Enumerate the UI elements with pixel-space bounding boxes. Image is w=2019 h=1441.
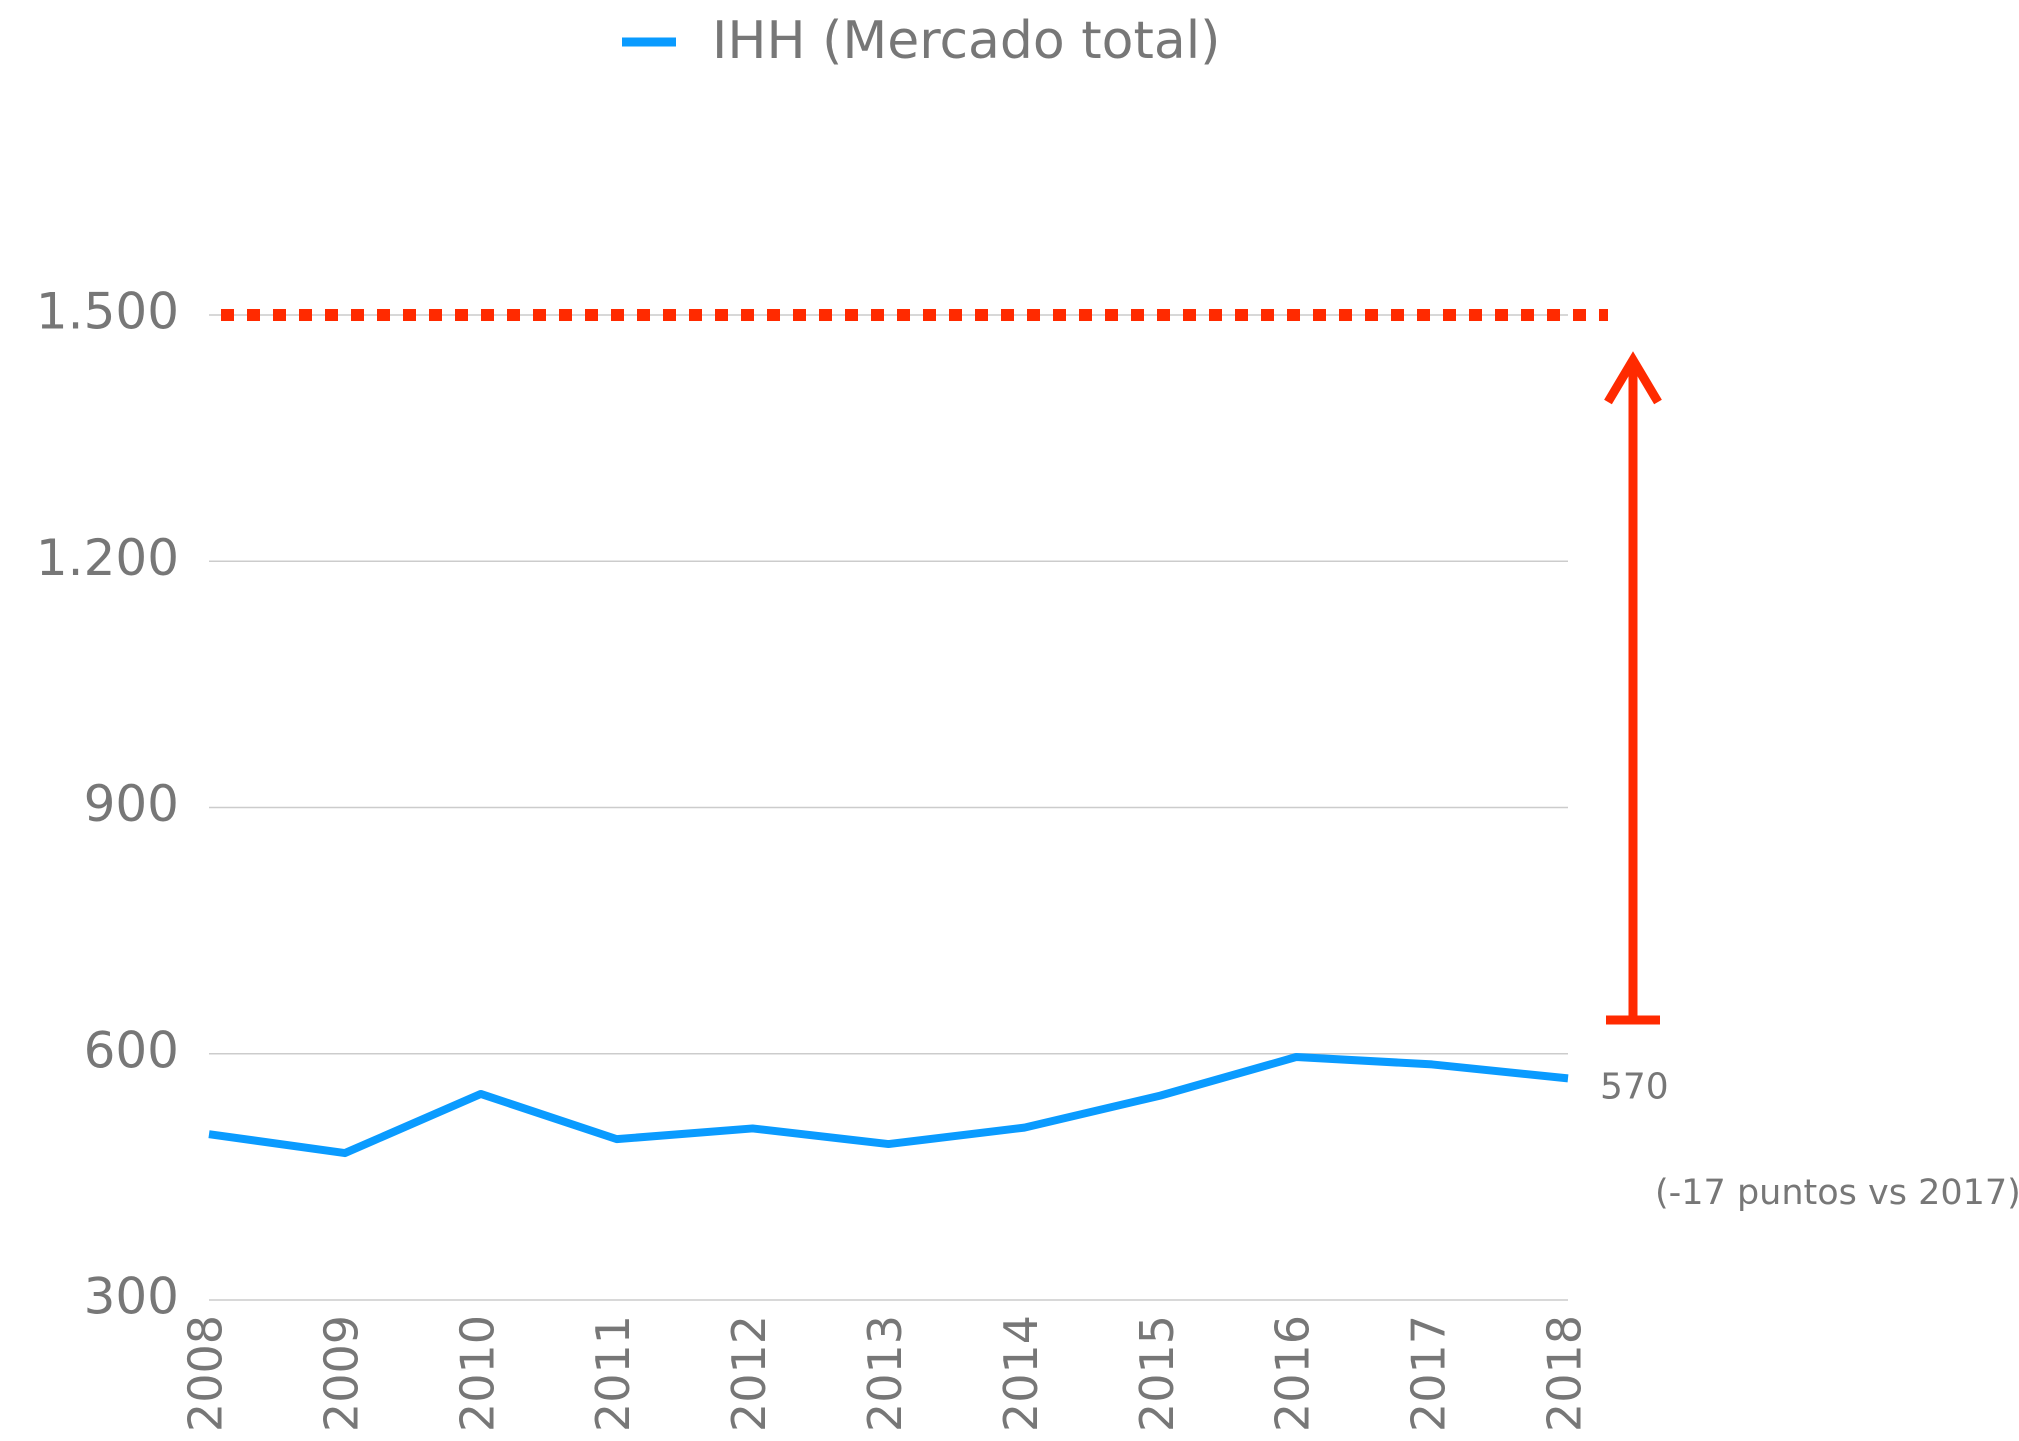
x-tick-label: 2014 [994, 1315, 1048, 1432]
x-tick-label: 2010 [450, 1315, 504, 1432]
x-tick-label: 2015 [1130, 1315, 1184, 1432]
x-tick-label: 2011 [586, 1315, 640, 1432]
arrow-head [1604, 351, 1662, 405]
y-tick-label: 600 [84, 1021, 179, 1079]
data-line [208, 1053, 1569, 1158]
x-tick-label: 2016 [1266, 1315, 1320, 1432]
y-tick-label: 1.500 [36, 283, 179, 341]
annotation: (-17 puntos vs 2017) [1655, 1173, 2019, 1213]
arrow [1604, 351, 1662, 1025]
x-tick-label: 2012 [722, 1315, 776, 1432]
x-tick-label: 2017 [1402, 1315, 1456, 1432]
x-tick-label: 2013 [858, 1315, 912, 1432]
value-label: 570 [1600, 1066, 1669, 1107]
x-tick-label: 2008 [179, 1315, 233, 1432]
x-tick-label: 2018 [1538, 1315, 1592, 1432]
y-tick-label: 1.200 [36, 529, 179, 587]
x-tick-label: 2009 [314, 1315, 368, 1432]
legend-label: IHH (Mercado total) [712, 11, 1220, 71]
plot: 300 600 900 1.200 1.500 2008 2009 2010 2011 2012 2… [36, 11, 1669, 1432]
y-tick-label: 900 [84, 775, 179, 833]
y-tick-label: 300 [84, 1268, 179, 1326]
